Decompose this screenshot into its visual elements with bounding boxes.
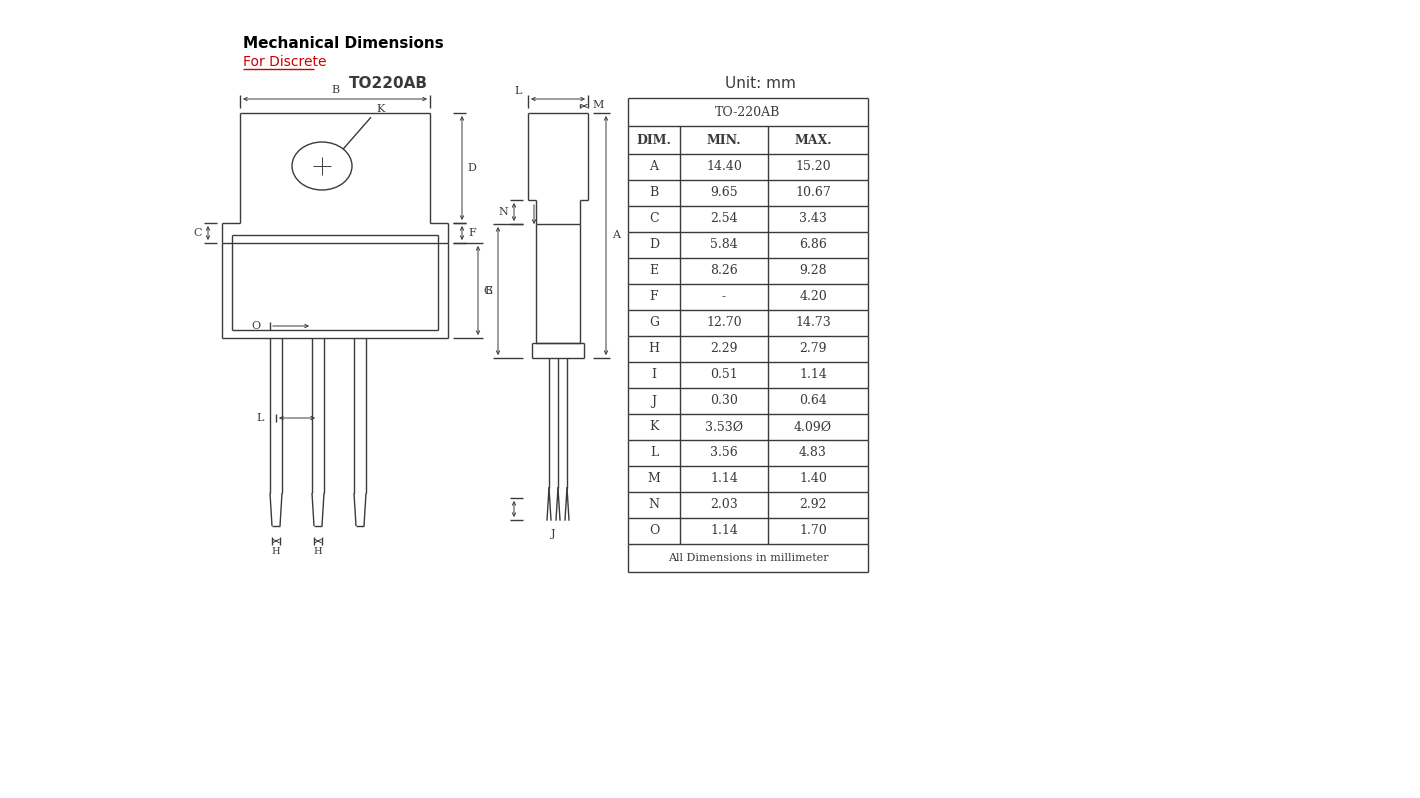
Text: 1.14: 1.14 <box>799 369 826 381</box>
Text: L: L <box>257 413 264 423</box>
Text: K: K <box>376 105 385 114</box>
Text: K: K <box>649 421 659 433</box>
Text: A: A <box>649 160 659 173</box>
Text: C: C <box>649 212 659 226</box>
Text: B: B <box>331 85 339 95</box>
Text: 2.54: 2.54 <box>710 212 738 226</box>
Text: 1.70: 1.70 <box>799 524 826 538</box>
Text: M: M <box>592 100 604 110</box>
Text: 12.70: 12.70 <box>706 317 741 330</box>
Text: J: J <box>652 394 656 408</box>
Text: DIM.: DIM. <box>636 133 672 147</box>
Text: 6.86: 6.86 <box>799 239 826 251</box>
Text: F: F <box>650 290 659 303</box>
Text: E: E <box>484 286 493 295</box>
Text: MAX.: MAX. <box>794 133 832 147</box>
Text: 1.40: 1.40 <box>799 472 826 485</box>
Text: 9.28: 9.28 <box>799 264 826 278</box>
Text: 3.56: 3.56 <box>710 447 738 460</box>
Text: G: G <box>649 317 659 330</box>
Text: 10.67: 10.67 <box>795 187 831 200</box>
Text: MIN.: MIN. <box>707 133 741 147</box>
Text: N: N <box>649 499 659 512</box>
Text: 14.40: 14.40 <box>706 160 741 173</box>
Text: 9.65: 9.65 <box>710 187 738 200</box>
Text: TO-220AB: TO-220AB <box>716 105 781 118</box>
Text: A: A <box>612 231 621 240</box>
Text: J: J <box>551 529 555 539</box>
Text: TO220AB: TO220AB <box>348 76 427 90</box>
Text: 2.92: 2.92 <box>799 499 826 512</box>
Text: H: H <box>271 547 280 555</box>
Text: F: F <box>469 228 476 238</box>
Text: L: L <box>514 86 521 96</box>
Text: 5.84: 5.84 <box>710 239 738 251</box>
Text: 8.26: 8.26 <box>710 264 738 278</box>
Text: B: B <box>649 187 659 200</box>
Text: O: O <box>251 321 260 331</box>
Text: I: I <box>652 369 656 381</box>
Text: Mechanical Dimensions: Mechanical Dimensions <box>243 37 443 52</box>
Text: 1.14: 1.14 <box>710 472 738 485</box>
Text: N: N <box>498 207 508 217</box>
Text: 2.79: 2.79 <box>799 342 826 355</box>
Text: L: L <box>650 447 657 460</box>
Text: 4.83: 4.83 <box>799 447 826 460</box>
Text: H: H <box>649 342 659 355</box>
Text: O: O <box>649 524 659 538</box>
Text: 4.20: 4.20 <box>799 290 826 303</box>
Text: 15.20: 15.20 <box>795 160 831 173</box>
Text: 0.51: 0.51 <box>710 369 738 381</box>
Text: G: G <box>484 286 493 296</box>
Text: 3.43: 3.43 <box>799 212 826 226</box>
Text: H: H <box>314 547 322 555</box>
Text: 2.29: 2.29 <box>710 342 738 355</box>
Text: C: C <box>193 228 202 238</box>
Text: 14.73: 14.73 <box>795 317 831 330</box>
Text: D: D <box>467 163 477 173</box>
Text: E: E <box>649 264 659 278</box>
Text: M: M <box>648 472 660 485</box>
Text: 0.30: 0.30 <box>710 394 738 408</box>
Text: 2.03: 2.03 <box>710 499 738 512</box>
Text: -: - <box>721 290 726 303</box>
Text: 3.53Ø: 3.53Ø <box>704 421 743 433</box>
Text: Unit: mm: Unit: mm <box>724 76 795 90</box>
Text: 1.14: 1.14 <box>710 524 738 538</box>
Text: D: D <box>649 239 659 251</box>
Text: All Dimensions in millimeter: All Dimensions in millimeter <box>667 553 828 563</box>
Text: 0.64: 0.64 <box>799 394 826 408</box>
Text: For Discrete: For Discrete <box>243 55 327 69</box>
Text: 4.09Ø: 4.09Ø <box>794 421 832 433</box>
